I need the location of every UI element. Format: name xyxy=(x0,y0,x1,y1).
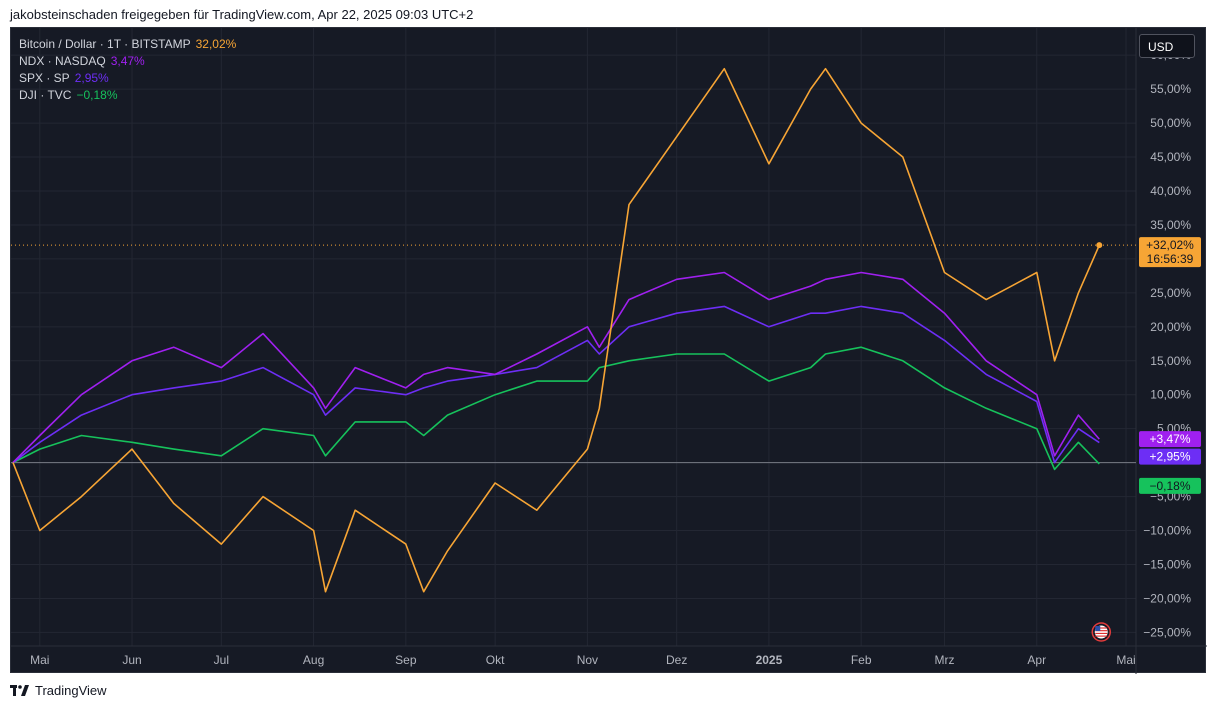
series-line xyxy=(12,346,1100,471)
x-tick-label: Mrz xyxy=(935,653,955,667)
x-tick-label: Mai xyxy=(30,653,49,667)
legend-value: 32,02% xyxy=(195,37,237,51)
price-label-box xyxy=(1139,448,1201,465)
legend-item-ndx[interactable]: NDX · NASDAQ 3,47% xyxy=(19,53,236,70)
legend-value: 2,95% xyxy=(74,71,109,85)
y-tick-label: 15,00% xyxy=(1150,354,1191,368)
us-flag-icon xyxy=(1095,626,1101,631)
x-tick-label: Dez xyxy=(666,653,687,667)
series-line xyxy=(12,305,1100,464)
price-label-box xyxy=(1139,431,1201,448)
legend-item-btc[interactable]: Bitcoin / Dollar · 1T · BITSTAMP 32,02% xyxy=(19,36,236,53)
price-label-text: +2,95% xyxy=(1149,450,1190,464)
legend-item-spx[interactable]: SPX · SP 2,95% xyxy=(19,70,236,87)
price-label-box xyxy=(1139,477,1201,494)
legend-name: NDX · NASDAQ xyxy=(19,54,106,68)
price-label-text: +32,02% xyxy=(1146,238,1194,252)
legend-item-dji[interactable]: DJI · TVC −0,18% xyxy=(19,87,236,104)
chart-frame[interactable]: 60,00%55,00%50,00%45,00%40,00%35,00%25,0… xyxy=(10,27,1207,674)
y-tick-label: 20,00% xyxy=(1150,320,1191,334)
currency-button[interactable]: USD xyxy=(1139,34,1195,58)
y-tick-label: 35,00% xyxy=(1150,218,1191,232)
y-tick-label: −10,00% xyxy=(1143,524,1191,538)
y-tick-label: 25,00% xyxy=(1150,286,1191,300)
legend-value: −0,18% xyxy=(76,88,118,102)
x-tick-label: Okt xyxy=(486,653,505,667)
x-tick-label: Apr xyxy=(1027,653,1046,667)
price-label-box xyxy=(1139,237,1201,268)
x-tick-label: Jul xyxy=(214,653,229,667)
footer: TradingView xyxy=(10,683,107,698)
x-tick-label: Sep xyxy=(395,653,417,667)
legend-name: DJI · TVC xyxy=(19,88,72,102)
series-line xyxy=(12,67,1101,593)
series-line xyxy=(12,271,1100,464)
y-tick-label: 55,00% xyxy=(1150,82,1191,96)
x-tick-label: Aug xyxy=(303,653,324,667)
footer-brand: TradingView xyxy=(35,683,107,698)
y-tick-label: −15,00% xyxy=(1143,558,1191,572)
y-tick-label: 45,00% xyxy=(1150,150,1191,164)
x-tick-label: Jun xyxy=(122,653,141,667)
legend: Bitcoin / Dollar · 1T · BITSTAMP 32,02% N… xyxy=(19,36,236,104)
x-tick-label: 2025 xyxy=(756,653,783,667)
legend-name: SPX · SP xyxy=(19,71,70,85)
legend-name: Bitcoin / Dollar · 1T · BITSTAMP xyxy=(19,37,191,51)
price-label-countdown: 16:56:39 xyxy=(1147,252,1194,266)
legend-value: 3,47% xyxy=(110,54,145,68)
x-tick-label: Nov xyxy=(577,653,598,667)
tradingview-logo-icon xyxy=(10,684,29,696)
y-tick-label: 40,00% xyxy=(1150,184,1191,198)
share-caption: jakobsteinschaden freigegeben für Tradin… xyxy=(10,7,474,22)
y-tick-label: 50,00% xyxy=(1150,116,1191,130)
last-point-marker xyxy=(1096,242,1103,249)
y-tick-label: −25,00% xyxy=(1143,625,1191,639)
x-tick-label: Mai xyxy=(1116,653,1135,667)
chart-canvas[interactable]: 60,00%55,00%50,00%45,00%40,00%35,00%25,0… xyxy=(11,28,1207,674)
y-tick-label: 10,00% xyxy=(1150,388,1191,402)
y-tick-label: −20,00% xyxy=(1143,591,1191,605)
x-tick-label: Feb xyxy=(851,653,872,667)
price-label-text: +3,47% xyxy=(1149,432,1190,446)
us-flag-icon xyxy=(1091,622,1112,642)
price-label-text: −0,18% xyxy=(1149,479,1190,493)
